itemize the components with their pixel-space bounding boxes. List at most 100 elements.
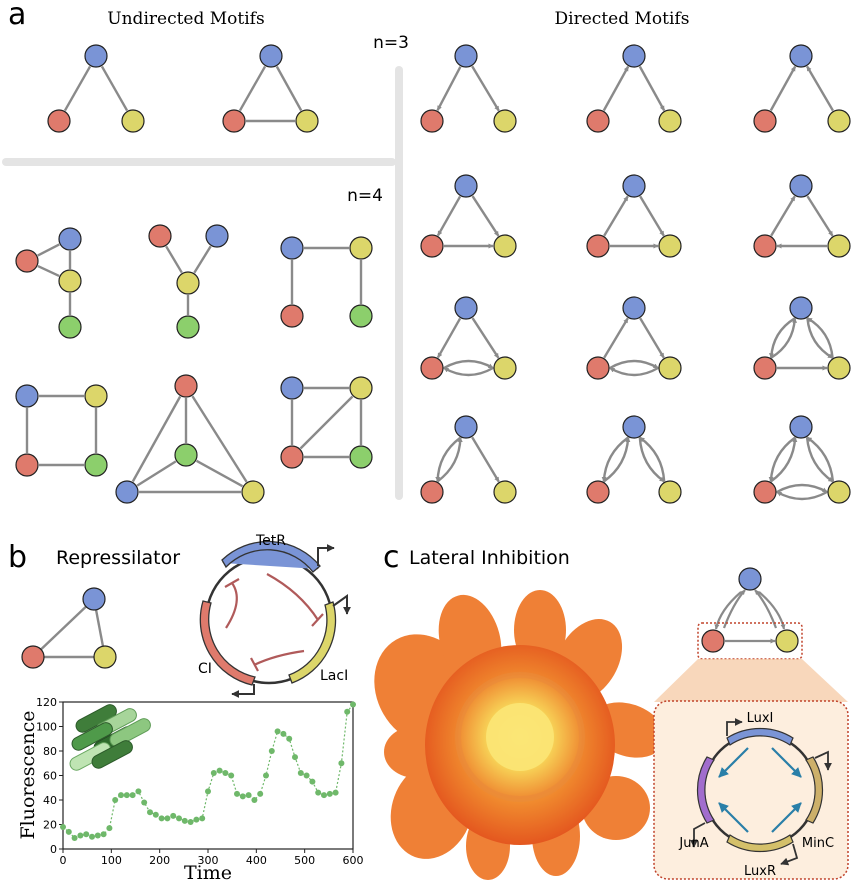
directed-motif-3-0 (420, 415, 517, 504)
node (84, 384, 108, 408)
motif-edge (602, 65, 630, 112)
node (493, 234, 517, 258)
data-point (112, 797, 119, 803)
data-point (222, 770, 229, 777)
node-red (701, 629, 725, 653)
directed-motif-0-0 (420, 44, 517, 133)
node (349, 236, 373, 260)
x-tick-label: 200 (149, 854, 170, 867)
data-point (94, 832, 101, 839)
gene-label-ci: CI (198, 661, 212, 677)
bacterial-colony-image (374, 590, 665, 880)
directed-motif-2-0 (420, 296, 517, 380)
gene-label-laci: LacI (320, 668, 348, 684)
data-point (193, 816, 200, 823)
node (280, 376, 304, 400)
node (789, 174, 813, 198)
data-point (210, 770, 217, 777)
motif-edge (770, 436, 798, 483)
motif-edge (100, 65, 129, 112)
data-point (239, 793, 246, 800)
x-axis-label: Time (184, 862, 232, 882)
node (586, 480, 610, 504)
data-point (199, 815, 206, 822)
node (622, 296, 646, 320)
node (622, 44, 646, 68)
undirected-motif-n3-triangle (222, 44, 319, 133)
motif-edge (195, 459, 244, 488)
data-point (286, 735, 293, 742)
x-tick-label: 400 (246, 854, 267, 867)
node (454, 174, 478, 198)
node (174, 374, 198, 398)
panel-c-letter: c (383, 540, 400, 575)
node (789, 44, 813, 68)
laci-represses-ci (253, 649, 305, 666)
motif-edge (37, 264, 60, 278)
motif-edge (806, 317, 834, 358)
data-point (135, 788, 142, 795)
node-yellow (775, 629, 799, 653)
motif-edge (806, 65, 834, 112)
node (420, 109, 444, 133)
data-point (187, 819, 194, 826)
motif-edge (638, 65, 666, 112)
node (493, 356, 517, 380)
motif-edge (436, 437, 463, 483)
data-point (100, 831, 107, 838)
node (586, 109, 610, 133)
data-point (89, 833, 95, 840)
node (827, 109, 851, 133)
motif-edge (768, 317, 796, 359)
data-point (118, 792, 124, 799)
data-point (60, 823, 66, 830)
undirected-motif-n3-open (47, 44, 145, 133)
node (753, 480, 777, 504)
gene-label-juna: JunA (678, 836, 708, 851)
node (148, 224, 172, 248)
node (454, 415, 478, 439)
directed-motif-3-1 (586, 415, 682, 504)
data-point (315, 789, 322, 796)
data-point (71, 834, 78, 841)
undirected-motif-n4-a (15, 227, 82, 339)
node (349, 304, 373, 328)
data-point (152, 811, 159, 818)
motif-edge (436, 66, 462, 111)
data-point (326, 790, 333, 797)
node (827, 356, 851, 380)
node (121, 109, 145, 133)
directed-motif-2-1 (586, 296, 682, 380)
motif-edge (603, 436, 631, 483)
motif-edge (471, 195, 500, 237)
motif-edge (443, 366, 494, 377)
motif-edge (805, 437, 834, 483)
undirected-motif-n4-c (280, 236, 373, 328)
node (176, 315, 200, 339)
motif-edge (131, 395, 182, 483)
y-axis-label: Fluorescence (17, 710, 39, 839)
node (280, 236, 304, 260)
node (454, 44, 478, 68)
ci-represses-tetr (225, 582, 238, 629)
undirected-title: Undirected Motifs (107, 9, 264, 29)
data-point (216, 767, 223, 774)
data-point (338, 760, 345, 767)
data-point (344, 708, 351, 715)
motif-edge (436, 195, 462, 237)
undirected-motif-n4-e (115, 374, 265, 504)
motif-edge (639, 195, 665, 237)
motif-edge (471, 317, 500, 359)
motif-graphs (15, 44, 851, 504)
data-point (83, 831, 90, 838)
node (222, 109, 246, 133)
data-point (106, 825, 113, 832)
tetr-block (221, 540, 321, 573)
motif-edge (37, 243, 60, 257)
data-point (321, 792, 327, 799)
data-point (309, 778, 316, 785)
y-tick-label: 0 (50, 843, 57, 856)
motif-edge (776, 483, 828, 494)
repressilator-motif (21, 587, 117, 669)
motif-edge (603, 195, 629, 237)
